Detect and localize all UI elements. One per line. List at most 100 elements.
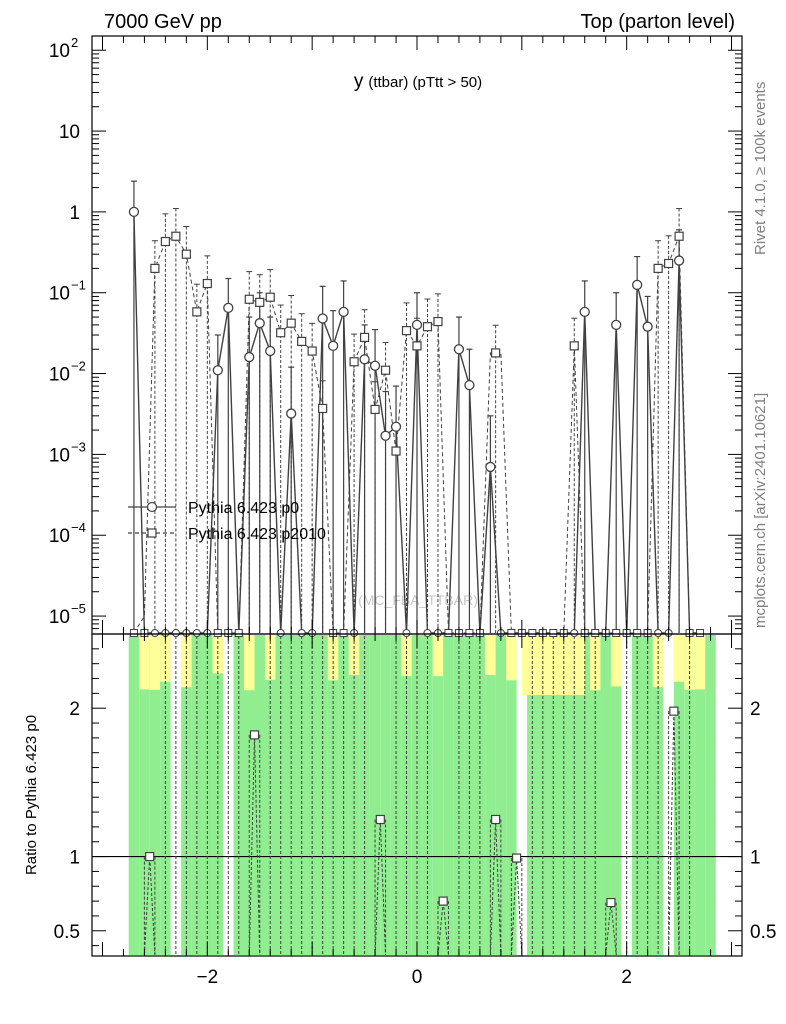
ratio-band-bin xyxy=(285,635,297,955)
ratio-band-bin xyxy=(527,635,538,955)
series-p0-point xyxy=(632,279,643,291)
series-p0-point xyxy=(380,430,391,441)
ratio-band-bin xyxy=(485,635,496,955)
x-tick-label: 2 xyxy=(621,967,632,988)
ratio-band-bin xyxy=(694,635,706,955)
ratio-band-highlight xyxy=(506,635,517,681)
series-p2010-point xyxy=(255,297,265,307)
legend: Pythia 6.423 p0 Pythia 6.423 p2010 xyxy=(128,500,326,543)
ratio-y-tick-label: 1 xyxy=(69,848,80,869)
series-p2010-floor-marker xyxy=(129,629,138,637)
chart-title: y (ttbar) (pTtt > 50) xyxy=(354,71,482,92)
series-p2010-point xyxy=(422,322,433,332)
ratio-band-bin xyxy=(212,635,224,955)
series-p0-point xyxy=(327,340,339,352)
series-p2010-floor-marker xyxy=(444,629,453,637)
series-p0-floor-marker xyxy=(402,629,411,637)
ratio-band-highlight xyxy=(348,635,360,675)
ratio-band-bin xyxy=(181,635,192,955)
ratio-band-bin xyxy=(684,635,695,955)
ratio-band-highlight xyxy=(485,635,496,675)
y-tick-label-exponent: −4 xyxy=(71,520,86,535)
series-p2010-point xyxy=(276,328,286,338)
ratio-band-bin xyxy=(600,635,611,955)
series-p0-point xyxy=(611,319,622,331)
series-p2010-point xyxy=(244,294,254,304)
ratio-band-bin xyxy=(453,635,465,955)
ratio-y-tick-label: 2 xyxy=(69,699,80,720)
y-tick-label-exponent: −2 xyxy=(71,359,86,374)
y-tick-label: 10 xyxy=(49,526,70,547)
series-p2010-floor-marker xyxy=(234,629,243,637)
series-p0-point xyxy=(642,321,653,332)
ratio-band-bin xyxy=(191,635,203,955)
x-tick-label: −2 xyxy=(196,967,218,988)
y-tick-label: 10 xyxy=(59,122,80,143)
y-tick-label: 10 xyxy=(49,284,70,305)
y-tick-label: 10 xyxy=(49,41,70,62)
ratio-band-bin xyxy=(327,635,339,955)
ratio-point xyxy=(375,814,385,825)
series-p2010-point xyxy=(380,365,391,375)
series-p0-floor-marker xyxy=(171,629,180,637)
ratio-panel-data xyxy=(92,636,742,956)
series-p0-floor-marker xyxy=(423,629,432,637)
series-p2010-point xyxy=(171,231,181,241)
ratio-band-highlight xyxy=(694,635,706,690)
ratio-y-tick-label-right: 2 xyxy=(750,699,761,720)
y-tick-label: 1 xyxy=(69,203,80,224)
ratio-band-bin xyxy=(202,635,213,955)
y-tick-label-exponent: −1 xyxy=(71,278,86,293)
ratio-y-tick-label: 0.5 xyxy=(54,922,80,943)
ratio-band-bin xyxy=(264,635,276,955)
series-p2010-floor-marker xyxy=(465,629,474,637)
legend-entry-p0: Pythia 6.423 p0 xyxy=(128,500,299,517)
y-tick-label-base: 10 xyxy=(49,445,70,466)
mcplots-credit-text: mcplots.cern.ch [arXiv:2401.10621] xyxy=(752,393,769,628)
header-right: Top (parton level) xyxy=(580,11,735,33)
series-p2010-floor-marker xyxy=(528,629,537,637)
y-tick-label-base: 1 xyxy=(69,203,80,224)
series-p2010-floor-marker xyxy=(549,629,558,637)
series-p0-point xyxy=(453,344,465,355)
ratio-band-bin xyxy=(589,635,601,955)
ratio-band-bin xyxy=(128,635,140,955)
ratio-band-bin xyxy=(705,635,716,955)
series-p2010-point xyxy=(664,258,674,269)
ratio-band-bin xyxy=(296,635,307,955)
ratio-y-tick-label-right: 1 xyxy=(750,848,761,869)
y-tick-label-exponent: −5 xyxy=(71,601,86,616)
series-p2010-floor-marker xyxy=(696,629,705,637)
series-p0-floor-marker xyxy=(276,629,285,637)
legend-marker-circle xyxy=(146,501,158,513)
ratio-band-bin xyxy=(380,635,391,955)
y-tick-label-base: 10 xyxy=(49,284,70,305)
ratio-band-bin xyxy=(443,635,454,955)
ratio-ylabel: Ratio to Pythia 6.423 p0 xyxy=(23,715,40,875)
series-p2010-point xyxy=(192,307,202,317)
series-p2010-point xyxy=(202,278,212,289)
series-p2010-point xyxy=(433,316,443,327)
series-p2010-point xyxy=(349,357,359,367)
series-p2010-floor-marker xyxy=(339,629,348,637)
y-tick-label-base: 10 xyxy=(59,122,80,143)
ratio-band-bin xyxy=(411,635,423,955)
y-tick-label-exponent: −3 xyxy=(71,439,86,454)
ratio-band-highlight xyxy=(521,635,585,695)
y-tick-label: 10 xyxy=(49,607,70,628)
ratio-point xyxy=(606,897,616,908)
y-tick-label-base: 10 xyxy=(49,41,70,62)
ratio-band-bin xyxy=(390,635,402,955)
ratio-band-bin xyxy=(401,635,412,955)
ratio-band-bin xyxy=(348,635,360,955)
series-p0-point xyxy=(244,351,255,363)
series-p0-floor-marker xyxy=(150,629,159,637)
series-p0-point xyxy=(212,365,223,376)
series-p0-point xyxy=(390,421,402,432)
series-p2010-floor-marker xyxy=(213,629,222,637)
y-tick-label-exponent: 2 xyxy=(71,35,78,50)
series-p0-point xyxy=(464,379,475,391)
rivet-version-text: Rivet 4.1.0, ≥ 100k events xyxy=(752,82,769,255)
ratio-band-bin xyxy=(569,635,580,955)
